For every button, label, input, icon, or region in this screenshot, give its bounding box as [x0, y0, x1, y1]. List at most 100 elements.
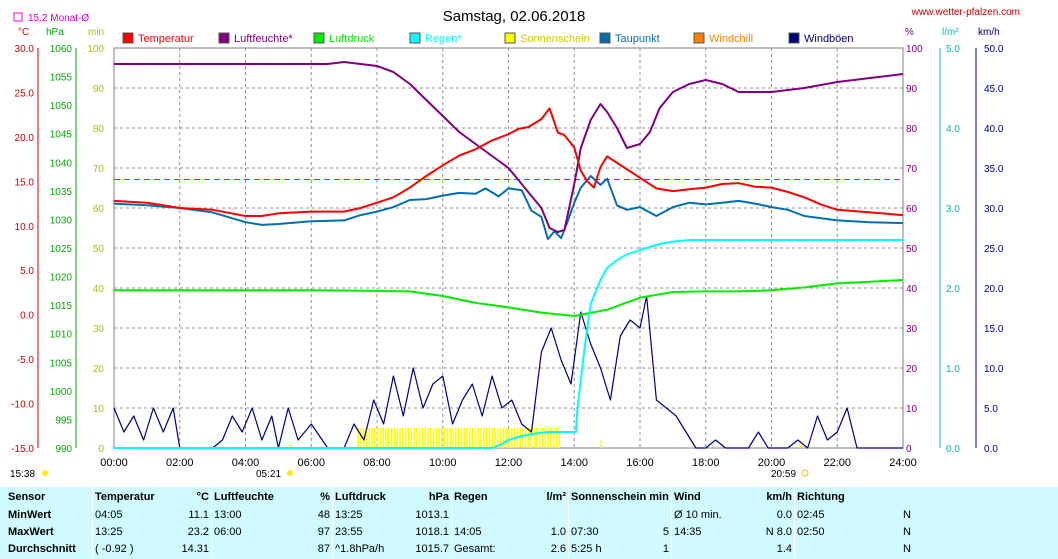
- header-rain-unit: l/m²: [546, 490, 566, 503]
- series-line-luftdruck: [114, 279, 904, 317]
- sunshine-bar: [558, 428, 561, 448]
- minutes-tick-label: 40: [93, 284, 105, 295]
- header-hum-unit: %: [320, 490, 330, 503]
- x-tick-label: 18:00: [692, 457, 720, 469]
- stats-row-avg: Durchschnitt ( -0.92 ) 14.31 87 ^1.8hPa/…: [0, 541, 913, 558]
- pressure-tick-label: 990: [55, 444, 72, 455]
- rain-time: Gesamt:: [451, 541, 526, 558]
- row-label: Durchschnitt: [8, 543, 76, 555]
- month-avg-label: 15.2 Monat-Ø: [28, 13, 89, 24]
- sunshine-bar: [600, 440, 603, 448]
- site-url[interactable]: www.wetter-pfalzen.com: [911, 7, 1020, 18]
- wind-tick-label: 45.0: [984, 84, 1004, 95]
- humidity-tick-label: 90: [906, 84, 918, 95]
- series-line-luftfeuchte: [114, 61, 904, 233]
- header-temp-unit: °C: [196, 490, 209, 503]
- sunshine-bar: [485, 428, 488, 448]
- sunshine-bar: [415, 428, 418, 448]
- sunshine-bar: [365, 428, 368, 448]
- rain-tick-label: 1.0: [946, 364, 960, 375]
- humidity-tick-label: 40: [906, 284, 918, 295]
- sunshine-bar: [483, 428, 485, 448]
- legend-label: Regen*: [425, 33, 462, 45]
- sunshine-bar: [508, 428, 510, 448]
- minutes-tick-label: 30: [93, 324, 105, 335]
- chart-title: Samstag, 02.06.2018: [443, 8, 586, 25]
- sunshine-bar: [396, 428, 398, 448]
- sunshine-bar: [469, 428, 471, 448]
- press-time: 13:25: [332, 507, 407, 524]
- humidity-tick-label: 100: [906, 44, 923, 55]
- header-sensor: Sensor: [8, 490, 46, 503]
- minutes-tick-label: 10: [93, 404, 105, 415]
- stats-table: Sensor Temperatur °C Luftfeuchte % Luftd…: [0, 487, 913, 558]
- weather-chart: Samstag, 02.06.2018 www.wetter-pfalzen.c…: [10, 7, 1020, 480]
- sunshine-bar: [505, 428, 507, 448]
- header-press: Luftdruck: [332, 487, 407, 507]
- sunshine-bar: [413, 428, 415, 448]
- header-wind: Wind: [671, 487, 746, 507]
- pressure-tick-label: 1035: [50, 187, 73, 198]
- sunshine-bar: [491, 428, 494, 448]
- wind-unit: km/h: [978, 27, 1000, 38]
- press-value: 1018.1: [415, 526, 449, 538]
- header-sun: Sonnenschein min: [568, 487, 672, 507]
- rain-tick-label: 5.0: [946, 44, 960, 55]
- sunshine-bar: [455, 428, 457, 448]
- sunshine-bar: [424, 428, 426, 448]
- press-time: ^1.8hPa/h: [332, 541, 407, 558]
- pressure-tick-label: 1045: [50, 130, 73, 141]
- series-line-taupunkt: [113, 175, 904, 241]
- sunshine-bar: [555, 428, 558, 448]
- temp-value: 23.2: [187, 526, 209, 538]
- sunshine-bar: [552, 428, 555, 448]
- humidity-tick-label: 50: [906, 244, 918, 255]
- sunshine-bar: [376, 428, 379, 448]
- series-line-temperatur: [113, 107, 904, 217]
- sunshine-bar: [466, 428, 468, 448]
- sunshine-bar: [421, 428, 424, 448]
- pressure-tick-label: 1050: [50, 101, 73, 112]
- wind-tick-label: 35.0: [984, 164, 1004, 175]
- sunshine-bar: [449, 428, 452, 448]
- sunshine-bar: [494, 428, 496, 448]
- stats-row-max: MaxWert 13:25 23.2 06:00 97 23:55 1018.1…: [0, 524, 913, 541]
- sunshine-bar: [388, 428, 390, 448]
- legend-label: Temperatur: [138, 33, 194, 45]
- x-tick-label: 20:00: [758, 457, 786, 469]
- header-press-unit: hPa: [428, 490, 449, 503]
- stats-header-row: Sensor Temperatur °C Luftfeuchte % Luftd…: [0, 487, 913, 507]
- x-tick-label: 04:00: [232, 457, 260, 469]
- temp-tick-label: 30.0: [15, 44, 35, 55]
- sunshine-bar: [544, 428, 547, 448]
- rain-tick-label: 2.0: [946, 284, 960, 295]
- header-wind-unit: km/h: [766, 490, 792, 503]
- minutes-tick-label: 0: [98, 444, 104, 455]
- sunshine-bar: [522, 428, 524, 448]
- sunshine-bar: [379, 428, 382, 448]
- sunshine-bar: [385, 428, 387, 448]
- sun-value: 5: [662, 526, 669, 538]
- sunshine-bar: [446, 428, 449, 448]
- sunshine-bar: [443, 428, 446, 448]
- humidity-tick-label: 80: [906, 124, 918, 135]
- sunshine-bar: [452, 428, 454, 448]
- x-tick-label: 02:00: [166, 457, 194, 469]
- x-tick-label: 22:00: [823, 457, 851, 469]
- temp-time: 13:25: [92, 524, 177, 541]
- sunshine-bar: [538, 428, 541, 448]
- sunshine-bar: [407, 428, 410, 448]
- rain-tick-label: 3.0: [946, 204, 960, 215]
- legend-swatch: [504, 32, 516, 44]
- month-avg-icon: [13, 12, 23, 22]
- sun-time: [567, 507, 648, 524]
- sunshine-bar: [536, 428, 538, 448]
- sunshine-bar: [399, 428, 401, 448]
- legend: Temperatur Luftfeuchte* Luftdruck Regen* Son…: [122, 32, 854, 45]
- temp-tick-label: -5.0: [17, 355, 35, 366]
- rain-time: 14:05: [451, 524, 526, 541]
- legend-label: Sonnenschein: [520, 33, 590, 45]
- sunshine-bar: [362, 428, 365, 448]
- pressure-tick-label: 1030: [50, 215, 73, 226]
- sunshine-bar: [404, 428, 407, 448]
